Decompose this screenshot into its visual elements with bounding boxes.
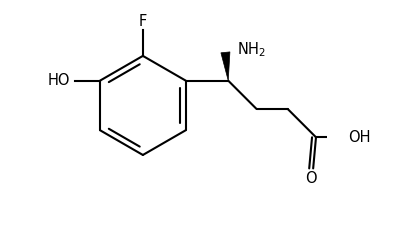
Text: HO: HO <box>48 73 70 88</box>
Text: NH$_2$: NH$_2$ <box>237 40 266 59</box>
Text: OH: OH <box>349 130 371 145</box>
Text: O: O <box>305 171 317 186</box>
Polygon shape <box>221 52 230 81</box>
Text: F: F <box>139 14 147 29</box>
